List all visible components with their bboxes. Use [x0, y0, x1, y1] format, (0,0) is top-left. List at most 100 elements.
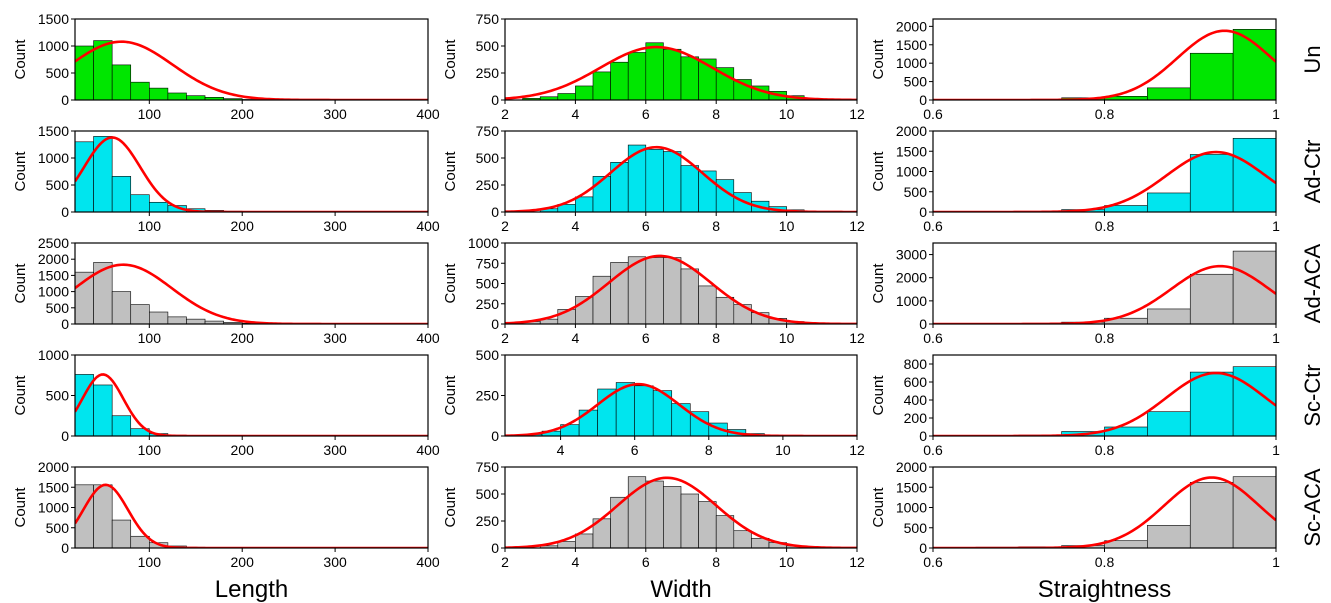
- y-tick-label: 2000: [896, 270, 927, 286]
- histogram-bar: [557, 93, 576, 100]
- y-tick-label: 1000: [896, 293, 927, 309]
- histogram-bar: [167, 316, 187, 324]
- x-tick-label: 0.8: [1095, 330, 1115, 346]
- y-tick-label: 1000: [896, 500, 927, 516]
- x-tick-label: 10: [775, 442, 791, 458]
- y-tick-label: 750: [476, 11, 500, 27]
- x-tick-label: 2: [501, 554, 509, 570]
- y-axis-label: Count: [870, 151, 887, 192]
- x-axis-label-length: Length: [215, 576, 288, 603]
- histogram-bar: [627, 476, 647, 548]
- gaussian-fit-curve: [933, 29, 1276, 100]
- histogram-bar: [733, 530, 752, 548]
- histogram-bar: [1189, 52, 1234, 100]
- x-tick-label: 8: [712, 106, 720, 122]
- y-tick-label: 2000: [896, 459, 927, 475]
- histogram-bar: [1147, 87, 1191, 100]
- y-tick-label: 500: [904, 184, 928, 200]
- y-tick-label: 0: [491, 92, 499, 108]
- x-tick-label: 4: [572, 218, 580, 234]
- gaussian-fit-curve: [75, 263, 428, 324]
- histogram-bar: [149, 87, 169, 100]
- histogram-bar: [149, 311, 169, 324]
- y-tick-label: 0: [919, 204, 927, 220]
- histogram-bar: [680, 165, 699, 212]
- plot-frame: [74, 242, 429, 325]
- histogram-bar: [680, 268, 699, 324]
- plot-frame: [74, 18, 429, 101]
- panel-un-length: 100 200 300 400 0 500 1000 1500 Count: [12, 11, 440, 122]
- histogram-bar: [578, 409, 598, 436]
- x-tick-label: 300: [323, 442, 347, 458]
- y-tick-label: 1000: [38, 150, 69, 166]
- y-tick-label: 2000: [38, 251, 69, 267]
- y-tick-label: 500: [476, 486, 500, 502]
- y-tick-label: 500: [46, 300, 70, 316]
- histogram-bar: [149, 201, 169, 212]
- x-tick-label: 8: [705, 442, 713, 458]
- y-axis-label: Count: [442, 375, 459, 416]
- histogram-bar: [1232, 137, 1276, 212]
- row-label-sc-aca: Sc-ACA: [1300, 468, 1325, 547]
- row-label-ad-aca: Ad-ACA: [1300, 243, 1325, 323]
- x-tick-label: 2: [501, 330, 509, 346]
- histogram-bar: [645, 480, 664, 548]
- y-tick-label: 500: [476, 276, 500, 292]
- y-axis-label: Count: [12, 263, 29, 304]
- y-tick-label: 750: [476, 459, 500, 475]
- x-tick-label: 400: [416, 218, 440, 234]
- histogram-bar: [663, 486, 682, 548]
- y-tick-label: 0: [491, 428, 499, 444]
- x-tick-label: 2: [501, 106, 509, 122]
- y-axis-label: Count: [12, 375, 29, 416]
- y-tick-label: 0: [491, 540, 499, 556]
- histogram-bar: [93, 384, 113, 436]
- histogram-bar: [645, 149, 664, 212]
- gaussian-fit-curve: [505, 254, 857, 324]
- y-tick-label: 0: [61, 540, 69, 556]
- histogram-bar: [130, 194, 150, 212]
- x-tick-label: 8: [712, 218, 720, 234]
- x-tick-label: 1: [1272, 330, 1280, 346]
- row-label-un: Un: [1300, 45, 1325, 73]
- x-tick-label: 0.8: [1095, 554, 1115, 570]
- histogram-bar: [130, 81, 150, 100]
- x-tick-label: 400: [416, 106, 440, 122]
- y-tick-label: 600: [904, 374, 928, 390]
- x-tick-label: 2: [501, 218, 509, 234]
- y-axis-label: Count: [870, 487, 887, 528]
- y-tick-label: 500: [46, 388, 70, 404]
- x-tick-label: 100: [138, 218, 162, 234]
- histogram-bar: [680, 56, 699, 100]
- row-label-sc-ctr: Sc-Ctr: [1300, 364, 1325, 426]
- y-tick-label: 500: [46, 65, 70, 81]
- y-tick-label: 1000: [468, 235, 499, 251]
- x-tick-label: 0.6: [923, 218, 943, 234]
- y-tick-label: 500: [476, 38, 500, 54]
- x-tick-label: 4: [572, 106, 580, 122]
- x-tick-label: 200: [231, 442, 255, 458]
- histogram-bar: [186, 95, 206, 100]
- histogram-bar: [93, 484, 113, 548]
- y-tick-label: 1500: [896, 37, 927, 53]
- panel-un-straightness: 0.6 0.8 1 0 500 1000 1500 2000 Count: [870, 18, 1280, 122]
- x-tick-label: 12: [849, 442, 865, 458]
- histogram-bar: [715, 515, 735, 548]
- x-tick-label: 200: [231, 106, 255, 122]
- histogram-bar: [1147, 192, 1191, 212]
- y-tick-label: 1000: [896, 164, 927, 180]
- x-tick-label: 4: [572, 330, 580, 346]
- panel-ad-ctr-width: 2 4 6 8 10 12 0 250 500 750 Count: [442, 123, 865, 234]
- panel-sc-ctr-straightness: 0.6 0.8 1 0 200 400 600 800 Count: [870, 354, 1280, 458]
- y-axis-label: Count: [442, 151, 459, 192]
- histogram-bar: [634, 385, 654, 436]
- y-tick-label: 0: [61, 92, 69, 108]
- y-tick-label: 1500: [38, 479, 69, 495]
- gaussian-fit-curve: [75, 373, 428, 436]
- plot-frame: [504, 466, 858, 549]
- histogram-bar: [733, 304, 752, 324]
- x-tick-label: 400: [416, 554, 440, 570]
- x-tick-label: 4: [557, 442, 565, 458]
- y-tick-label: 1000: [38, 500, 69, 516]
